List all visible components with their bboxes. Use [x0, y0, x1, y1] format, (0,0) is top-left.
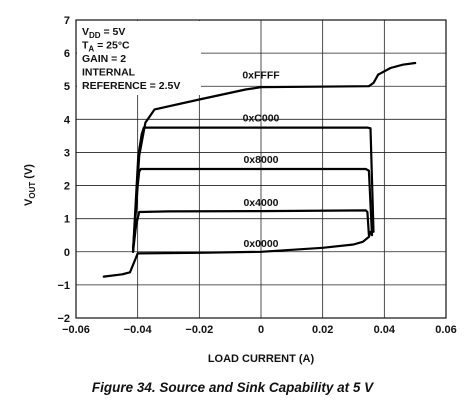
- y-tick-label: 5: [64, 81, 70, 93]
- series-line-0x8000: [131, 167, 374, 253]
- series-line-0xC000: [131, 126, 375, 253]
- series-labels: 0xFFFF 0xC000 0x8000 0x4000 0x0000: [242, 70, 280, 250]
- y-tick-label: 2: [64, 181, 70, 193]
- condition-line: GAIN = 2: [82, 53, 126, 65]
- y-tick-label: 1: [64, 214, 70, 226]
- x-axis-label: LOAD CURRENT (A): [208, 353, 315, 365]
- series-label: 0xFFFF: [242, 70, 280, 82]
- x-tick-label: −0.04: [124, 324, 153, 336]
- series-lines: [102, 61, 417, 278]
- x-tick-label: −0.06: [62, 324, 90, 336]
- x-tick-label: 0.06: [435, 324, 456, 336]
- condition-line: REFERENCE = 2.5V: [82, 80, 180, 92]
- y-axis-label: VOUT (V): [23, 164, 37, 206]
- y-tick-label: −1: [57, 280, 70, 292]
- tick-labels: −0.06 −0.04 −0.02 0 0.02 0.04 0.06 −2 −1 0 1 2 3 4 5 6 7: [57, 15, 456, 336]
- conditions-background: [77, 21, 201, 95]
- plot-frame: [75, 19, 447, 319]
- series-line-0x0000: [102, 230, 372, 278]
- y-tick-label: 3: [64, 147, 70, 159]
- y-tick-label: 4: [64, 114, 71, 126]
- x-tick-label: −0.02: [185, 324, 213, 336]
- series-label: 0x0000: [243, 238, 278, 250]
- condition-line: INTERNAL: [82, 67, 136, 79]
- y-tick-label: 7: [64, 15, 70, 27]
- x-tick-label: 0.02: [312, 324, 333, 336]
- series-label: 0x8000: [243, 154, 278, 166]
- figure-caption: Figure 34. Source and Sink Capability at…: [91, 380, 374, 395]
- y-tick-label: −2: [57, 313, 70, 325]
- series-label: 0xC000: [243, 113, 280, 125]
- x-tick-label: 0.04: [374, 324, 396, 336]
- series-line-0x4000: [131, 209, 370, 253]
- series-label: 0x4000: [243, 197, 278, 209]
- series-line-0xFFFF: [131, 61, 417, 253]
- x-tick-label: 0: [258, 324, 264, 336]
- plot-border: [75, 19, 447, 319]
- condition-line: TA = 25°C: [82, 40, 130, 54]
- y-tick-label: 0: [64, 247, 70, 259]
- y-tick-label: 6: [64, 48, 70, 60]
- condition-line: VDD = 5V: [82, 26, 125, 40]
